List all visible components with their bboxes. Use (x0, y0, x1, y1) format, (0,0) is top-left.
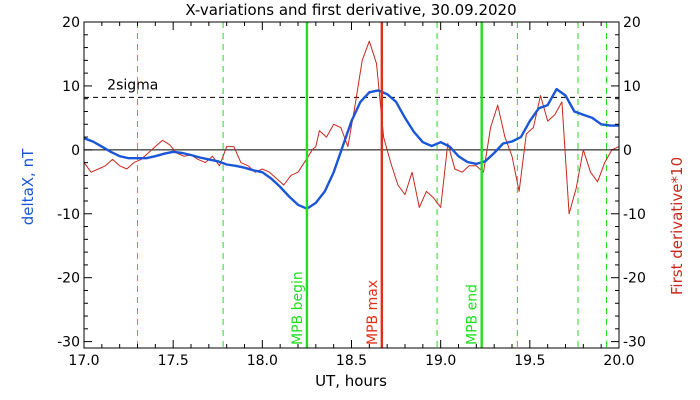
y-tick-label-left: 0 (71, 143, 80, 159)
y-tick-label-right: 20 (623, 15, 641, 31)
deltax-series-line (83, 87, 619, 210)
left-axis: -30 -20 -10 0 10 20 (57, 15, 92, 351)
right-axis: -30 -20 -10 0 10 20 (611, 15, 646, 351)
marker-label-mpb-begin: MPB begin (290, 271, 306, 345)
y-tick-label-right: -10 (623, 207, 646, 223)
derivative-series-line (83, 40, 620, 215)
x-tick-label: 20.0 (603, 353, 634, 369)
y-tick-label-left: -30 (57, 335, 80, 351)
y-tick-label-right: -20 (623, 271, 646, 287)
y-tick-label-right: 0 (623, 143, 632, 159)
x-axis: 17.0 17.5 18.0 18.5 19.0 19.5 20.0 (68, 22, 635, 369)
y-tick-label-right: -30 (623, 335, 646, 351)
x-tick-label: 17.0 (68, 353, 99, 369)
y-tick-label-left: -10 (57, 207, 80, 223)
x-tick-label: 19.0 (425, 353, 456, 369)
y-axis-label-right: First derivative*10 (668, 157, 686, 295)
plot-area: 2sigma MPB begin MPB max MPB end (83, 21, 620, 349)
y-tick-label-left: 20 (62, 15, 80, 31)
plot-frame (83, 21, 620, 349)
y-tick-label-left: -20 (57, 271, 80, 287)
x-axis-label: UT, hours (315, 372, 387, 390)
x-tick-label: 17.5 (158, 353, 189, 369)
x-tick-label: 19.5 (514, 353, 545, 369)
x-tick-label: 18.5 (336, 353, 367, 369)
threshold-label: 2sigma (107, 77, 158, 93)
y-tick-label-right: 10 (623, 79, 641, 95)
marker-label-mpb-end: MPB end (465, 284, 481, 345)
chart-title: X-variations and first derivative, 30.09… (185, 1, 516, 19)
y-axis-label-left: deltaX, nT (19, 148, 37, 225)
marks-layer: 2sigma MPB begin MPB max MPB end (83, 22, 620, 348)
marker-label-mpb-max: MPB max (365, 280, 381, 345)
y-tick-label-left: 10 (62, 79, 80, 95)
x-tick-label: 18.0 (247, 353, 278, 369)
